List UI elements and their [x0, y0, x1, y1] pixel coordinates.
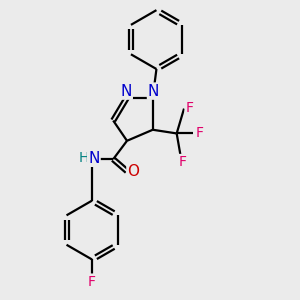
Text: H: H: [79, 151, 89, 165]
Text: N: N: [88, 151, 100, 166]
Text: O: O: [128, 164, 140, 179]
Text: F: F: [88, 274, 96, 289]
Text: F: F: [186, 101, 194, 115]
Text: N: N: [148, 84, 159, 99]
Text: F: F: [196, 126, 204, 140]
Text: F: F: [178, 155, 186, 169]
Text: N: N: [120, 84, 132, 99]
